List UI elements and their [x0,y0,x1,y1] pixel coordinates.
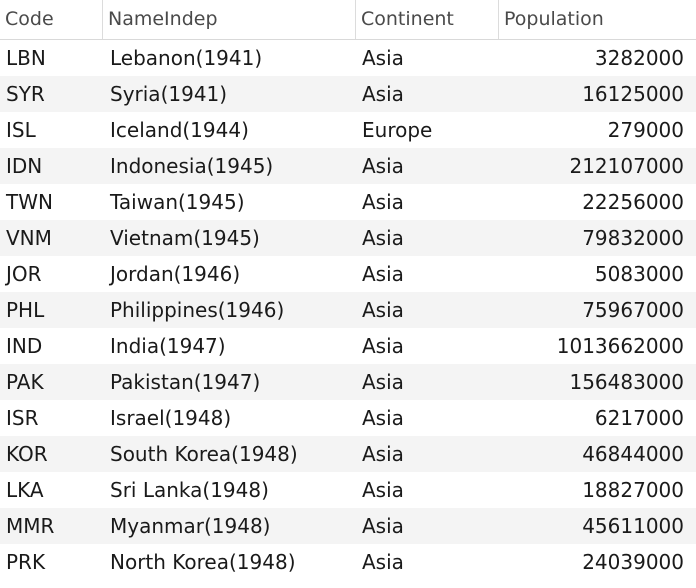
cell-nameindep: Syria(1941) [110,82,228,106]
cell-continent: Asia [362,262,404,286]
cell-nameindep: India(1947) [110,334,226,358]
cell-population: 5083000 [594,262,684,286]
cell-nameindep: North Korea(1948) [110,550,296,574]
column-header-code[interactable]: Code [5,8,54,30]
cell-continent: Asia [362,514,404,538]
cell-code: PHL [6,298,45,322]
cell-population: 46844000 [582,442,684,466]
cell-code: IDN [6,154,43,178]
column-header-nameindep[interactable]: NameIndep [102,0,355,39]
cell-population: 212107000 [569,154,684,178]
cell-population: 6217000 [594,406,684,430]
cell-continent: Asia [362,370,404,394]
cell-code: SYR [6,82,45,106]
cell-population: 18827000 [582,478,684,502]
cell-continent: Asia [362,82,404,106]
cell-code: PRK [6,550,46,574]
cell-code: VNM [6,226,52,250]
cell-population: 24039000 [582,550,684,574]
table-row[interactable]: ISR Israel(1948) Asia 6217000 [0,400,696,436]
cell-code: PAK [6,370,44,394]
cell-population: 1013662000 [556,334,684,358]
cell-code: LKA [6,478,44,502]
table-row[interactable]: IDN Indonesia(1945) Asia 212107000 [0,148,696,184]
table-row[interactable]: LKA Sri Lanka(1948) Asia 18827000 [0,472,696,508]
cell-nameindep: Indonesia(1945) [110,154,274,178]
table-row[interactable]: LBN Lebanon(1941) Asia 3282000 [0,40,696,76]
cell-population: 79832000 [582,226,684,250]
cell-code: JOR [6,262,42,286]
cell-continent: Asia [362,442,404,466]
cell-continent: Asia [362,550,404,574]
cell-continent: Asia [362,334,404,358]
column-header-continent[interactable]: Continent [355,0,498,39]
cell-population: 3282000 [594,46,684,70]
cell-code: ISL [6,118,36,142]
cell-population: 156483000 [569,370,684,394]
cell-population: 22256000 [582,190,684,214]
cell-nameindep: Vietnam(1945) [110,226,260,250]
cell-nameindep: South Korea(1948) [110,442,298,466]
cell-code: LBN [6,46,46,70]
cell-continent: Asia [362,154,404,178]
table-row[interactable]: PAK Pakistan(1947) Asia 156483000 [0,364,696,400]
cell-nameindep: Lebanon(1941) [110,46,263,70]
cell-continent: Asia [362,46,404,70]
cell-nameindep: Iceland(1944) [110,118,249,142]
table-row[interactable]: PRK North Korea(1948) Asia 24039000 [0,544,696,580]
table-row[interactable]: MMR Myanmar(1948) Asia 45611000 [0,508,696,544]
table-row[interactable]: KOR South Korea(1948) Asia 46844000 [0,436,696,472]
cell-continent: Asia [362,226,404,250]
cell-nameindep: Pakistan(1947) [110,370,261,394]
cell-continent: Asia [362,190,404,214]
cell-code: ISR [6,406,39,430]
cell-nameindep: Philippines(1946) [110,298,285,322]
cell-nameindep: Israel(1948) [110,406,232,430]
table-header: Code NameIndep Continent Population [0,0,696,40]
cell-population: 16125000 [582,82,684,106]
cell-continent: Asia [362,406,404,430]
table-row[interactable]: JOR Jordan(1946) Asia 5083000 [0,256,696,292]
cell-code: KOR [6,442,48,466]
cell-nameindep: Myanmar(1948) [110,514,271,538]
cell-nameindep: Taiwan(1945) [110,190,245,214]
column-header-population[interactable]: Population [498,0,696,39]
cell-code: IND [6,334,43,358]
cell-population: 279000 [607,118,684,142]
cell-code: MMR [6,514,55,538]
cell-continent: Europe [362,118,433,142]
cell-population: 45611000 [582,514,684,538]
table-row[interactable]: SYR Syria(1941) Asia 16125000 [0,76,696,112]
cell-code: TWN [6,190,53,214]
cell-nameindep: Jordan(1946) [110,262,241,286]
table-row[interactable]: TWN Taiwan(1945) Asia 22256000 [0,184,696,220]
table-row[interactable]: IND India(1947) Asia 1013662000 [0,328,696,364]
cell-nameindep: Sri Lanka(1948) [110,478,269,502]
table-row[interactable]: PHL Philippines(1946) Asia 75967000 [0,292,696,328]
table-row[interactable]: ISL Iceland(1944) Europe 279000 [0,112,696,148]
table-body: LBN Lebanon(1941) Asia 3282000 SYR Syria(1941… [0,40,696,580]
cell-population: 75967000 [582,298,684,322]
table-row[interactable]: VNM Vietnam(1945) Asia 79832000 [0,220,696,256]
cell-continent: Asia [362,298,404,322]
cell-continent: Asia [362,478,404,502]
